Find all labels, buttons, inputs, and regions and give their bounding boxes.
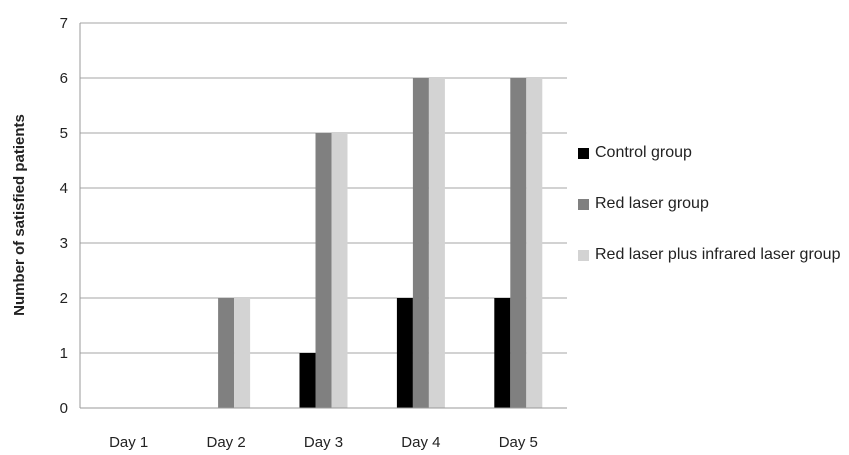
x-tick-label: Day 5: [499, 434, 538, 451]
y-tick-label: 1: [60, 345, 68, 362]
legend-item-red-laser: Red laser group: [578, 196, 848, 212]
bar: [412, 78, 429, 408]
bar: [218, 298, 235, 408]
y-tick-label: 2: [60, 290, 68, 307]
bar: [526, 78, 543, 408]
y-axis-ticks: 0 1 2 3 4 5 6 7: [60, 15, 68, 417]
y-tick-label: 4: [60, 180, 68, 197]
legend-label-control: Control group: [595, 144, 692, 161]
x-tick-label: Day 1: [109, 434, 148, 451]
x-tick-label: Day 2: [207, 434, 246, 451]
y-tick-label: 6: [60, 70, 68, 87]
y-tick-label: 5: [60, 125, 68, 142]
y-tick-label: 0: [60, 400, 68, 417]
x-tick-label: Day 4: [401, 434, 440, 451]
bars: [218, 78, 543, 408]
legend-swatch-red-infrared: [578, 250, 589, 261]
legend-item-control: Control group: [578, 145, 848, 161]
legend-item-red-infrared: Red laser plus infrared laser group: [578, 247, 848, 263]
y-axis-label: Number of satisfied patients: [11, 114, 28, 316]
y-tick-label: 7: [60, 15, 68, 32]
x-axis-ticks: Day 1 Day 2 Day 3 Day 4 Day 5: [109, 434, 538, 451]
legend-swatch-control: [578, 148, 589, 159]
y-tick-label: 3: [60, 235, 68, 252]
bar: [428, 78, 445, 408]
bar: [331, 133, 348, 408]
legend-label-red-laser: Red laser group: [595, 195, 709, 212]
bar: [299, 353, 316, 408]
legend: Control group Red laser group Red laser …: [578, 145, 848, 298]
bar: [396, 298, 413, 408]
bar: [510, 78, 527, 408]
bar: [234, 298, 251, 408]
legend-label-red-infrared: Red laser plus infrared laser group: [595, 246, 841, 263]
legend-swatch-red-laser: [578, 199, 589, 210]
x-tick-label: Day 3: [304, 434, 343, 451]
bar: [315, 133, 332, 408]
bar: [494, 298, 511, 408]
